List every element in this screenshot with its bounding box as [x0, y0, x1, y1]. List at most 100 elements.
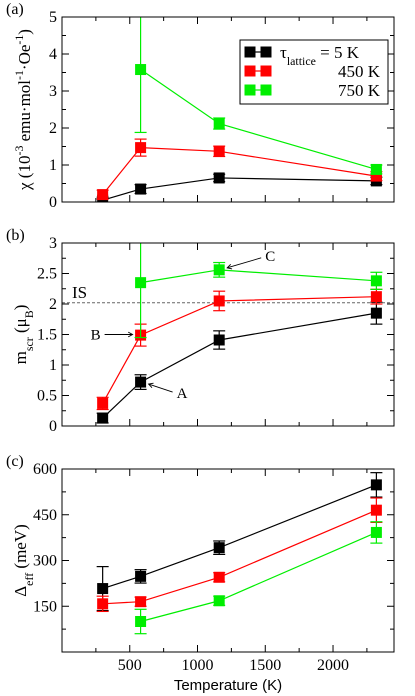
x-axis-label: Temperature (K)	[174, 677, 282, 694]
legend-marker	[260, 65, 272, 77]
annotation-arrow	[227, 257, 262, 269]
data-point	[135, 183, 147, 195]
series-red	[96, 497, 383, 613]
data-point	[370, 163, 382, 175]
annotation-A: A	[147, 382, 188, 402]
x-tick-label: 1000	[182, 657, 214, 674]
legend-entry: 450 K	[244, 62, 381, 81]
data-point	[370, 291, 382, 303]
data-point	[213, 264, 225, 276]
data-point	[370, 479, 382, 491]
series-black	[96, 172, 383, 202]
annotation-arrowhead	[226, 263, 233, 270]
y-tick-label: 1	[49, 157, 57, 174]
y-tick-label: 450	[33, 507, 57, 524]
annotation-label: A	[177, 386, 188, 402]
series-red	[96, 138, 383, 201]
y-tick-label: 0	[49, 418, 57, 435]
annotation-arrowhead	[127, 331, 134, 338]
y-axis-label: Δeff (meV)	[11, 524, 36, 597]
data-point	[370, 307, 382, 319]
legend-label: 750 K	[338, 81, 381, 100]
annotation-C: C	[226, 249, 275, 270]
data-point	[97, 397, 109, 409]
data-point	[135, 64, 147, 76]
data-point	[135, 142, 147, 154]
annotation-arrowhead	[147, 382, 154, 389]
y-tick-label: 300	[33, 553, 57, 570]
series-line	[102, 177, 377, 201]
y-tick-label: 150	[33, 598, 57, 615]
data-point	[213, 571, 225, 583]
y-tick-label: 1	[49, 357, 57, 374]
data-point	[213, 295, 225, 307]
series-green	[134, 243, 383, 339]
series-line	[140, 269, 377, 284]
series-green	[134, 17, 383, 175]
series-layer	[96, 472, 383, 635]
data-point	[97, 598, 109, 610]
annotation-arrow	[148, 383, 173, 393]
series-line	[102, 146, 377, 195]
data-point	[370, 504, 382, 516]
data-point	[213, 334, 225, 346]
reference-line-label: IS	[72, 283, 87, 302]
legend-marker	[260, 46, 272, 58]
y-axis-label: χ (10-3 emu·mol-1·Oe-1)	[12, 29, 34, 191]
series-black	[96, 301, 383, 424]
y-tick-label: 0	[49, 194, 57, 211]
legend-marker	[244, 46, 256, 58]
legend-entry: τlattice = 5 K	[244, 43, 360, 68]
y-tick-label: 2.5	[37, 266, 57, 283]
series-green	[134, 521, 383, 635]
legend-marker	[244, 65, 256, 77]
series-line	[102, 296, 377, 404]
data-point	[213, 118, 225, 130]
plot-frame	[61, 16, 395, 203]
y-tick-label: 2	[49, 120, 57, 137]
legend-label: τlattice = 5 K	[280, 43, 360, 68]
panel-a: (a) 0 1 2 3 4 5 χ (10-3 emu·mol-1·Oe-1) τlattice…	[6, 1, 395, 211]
annotation-label: C	[265, 249, 275, 265]
legend-marker	[244, 84, 256, 96]
x-tick-label: 2000	[317, 657, 349, 674]
data-point	[370, 526, 382, 538]
series-line	[140, 531, 377, 623]
data-point	[135, 277, 147, 289]
data-point	[213, 145, 225, 157]
legend-entry: 750 K	[244, 81, 381, 100]
legend-marker	[260, 84, 272, 96]
panel-label: (a)	[6, 1, 24, 18]
plot-frame	[61, 242, 395, 427]
panel-label: (c)	[6, 453, 24, 470]
series-layer	[96, 17, 383, 202]
data-point	[135, 376, 147, 388]
y-tick-label: 5	[49, 9, 57, 26]
panel-c: (c) 150 300 450 600 500 1000 1500 2000 Δeff (meV)…	[6, 453, 395, 694]
series-line	[102, 484, 377, 590]
legend-label: 450 K	[338, 62, 381, 81]
data-point	[213, 172, 225, 184]
data-point	[213, 542, 225, 554]
x-tick-label: 1500	[249, 657, 281, 674]
annotation-B: B	[91, 328, 134, 344]
data-point	[370, 275, 382, 287]
y-tick-label: 4	[49, 46, 57, 63]
data-point	[135, 596, 147, 608]
data-point	[135, 616, 147, 627]
y-tick-label: 2	[49, 296, 57, 313]
data-point	[213, 595, 225, 607]
y-tick-label: 1.5	[37, 327, 57, 344]
plot-frame	[61, 468, 395, 653]
annotation-label: B	[91, 328, 101, 344]
series-line	[102, 509, 377, 605]
series-red	[96, 288, 383, 411]
y-tick-label: 3	[49, 235, 57, 252]
data-point	[97, 189, 109, 201]
data-point	[135, 570, 147, 582]
series-line	[102, 312, 377, 419]
data-point	[97, 583, 109, 595]
